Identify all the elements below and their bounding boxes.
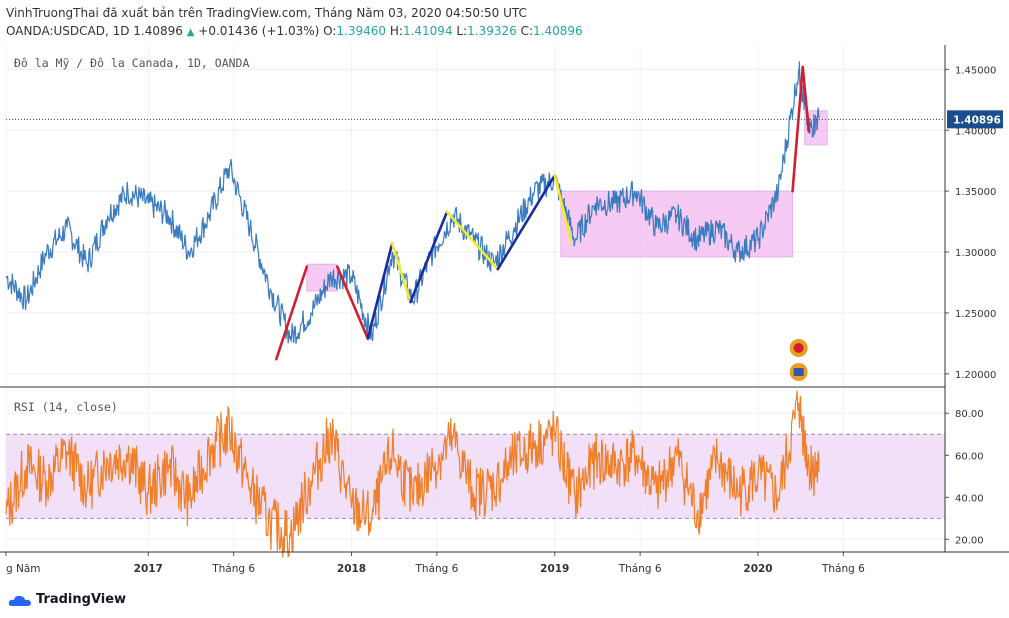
stars-icon: [793, 368, 804, 376]
wave-line-blue: [366, 242, 394, 340]
rsi-tick-label: 60.00: [955, 451, 984, 462]
rsi-line: [5, 390, 820, 559]
rsi-pane-title: RSI (14, close): [14, 400, 118, 414]
zones: [306, 110, 828, 292]
time-tick-label: 2017: [134, 563, 163, 575]
symbol-label: OANDA:USDCAD, 1D: [6, 24, 130, 38]
close-value: 1.40896: [533, 24, 583, 38]
open-label: O:: [323, 24, 337, 38]
price-pane-title: Đô la Mỹ / Đô la Canada, 1D, OANDA: [14, 56, 249, 70]
price-tick-label: 1.20000: [955, 370, 996, 381]
wave-line-blue: [409, 210, 449, 304]
wave-line-blue: [496, 174, 557, 271]
publisher-line: VinhTruongThai đã xuất bản trên TradingV…: [6, 6, 527, 20]
time-tick-label: g Năm: [6, 563, 41, 575]
price-line: [5, 61, 820, 344]
rsi-axis[interactable]: 80.00 60.00 40.00 20.00: [945, 409, 984, 546]
open-value: 1.39460: [336, 24, 387, 38]
maple-leaf-icon: [793, 343, 804, 353]
time-tick-label: Tháng 6: [211, 563, 255, 575]
time-tick-label: 2020: [743, 563, 772, 575]
wave-line-red: [335, 265, 370, 340]
last-price-tag: [947, 110, 1003, 129]
time-tick-label: 2018: [337, 563, 366, 575]
rsi-tick-label: 80.00: [955, 409, 984, 420]
wave-line-yellow: [445, 210, 500, 271]
wave-line-yellow: [553, 174, 573, 243]
tradingview-cloud-icon: [8, 595, 32, 606]
time-tick-label: Tháng 6: [414, 563, 458, 575]
rsi-tick-label: 20.00: [955, 535, 984, 546]
price-axis[interactable]: 1.45000 1.40000 1.35000 1.30000 1.25000 1.200…: [945, 65, 996, 381]
tradingview-logo[interactable]: TradingView: [8, 592, 126, 607]
price-tick-label: 1.30000: [955, 248, 996, 259]
price-tick-label: 1.45000: [955, 65, 996, 76]
price-tick-label: 1.25000: [955, 309, 996, 320]
wave-line-red: [275, 265, 309, 361]
wave-line-yellow: [390, 242, 412, 304]
price-tick-label: 1.35000: [955, 187, 996, 198]
high-label: H:: [389, 24, 403, 38]
low-value: 1.39326: [467, 24, 517, 38]
consolidation-zone: [560, 190, 794, 258]
rsi-tick-label: 40.00: [955, 493, 984, 504]
ohlc-line: OANDA:USDCAD, 1D 1.40896 ▲ +0.01436 (+1.…: [6, 24, 583, 38]
close-label: C:: [520, 24, 534, 38]
brand-name: TradingView: [36, 592, 127, 607]
low-label: L:: [456, 24, 468, 38]
price-change: +0.01436 (+1.03%): [198, 24, 320, 38]
high-value: 1.41094: [402, 24, 453, 38]
chart-canvas[interactable]: 1.45000 1.40000 1.35000 1.30000 1.25000 1.200…: [0, 0, 1009, 590]
time-tick-label: 2019: [540, 563, 569, 575]
last-price-tag-label: 1.40896: [953, 114, 1001, 126]
time-axis[interactable]: g Năm 2017 Tháng 6 2018 Tháng 6 2019 Tháng 6 20…: [5, 552, 865, 575]
price-tick-label: 1.40000: [955, 126, 996, 137]
up-triangle-icon: ▲: [186, 27, 195, 38]
event-flag-icon[interactable]: [789, 339, 808, 381]
wave-line-red: [791, 65, 805, 193]
time-tick-label: Tháng 6: [618, 563, 662, 575]
time-tick-label: Tháng 6: [821, 563, 865, 575]
wave-line-red: [801, 65, 811, 133]
last-price: 1.40896: [133, 24, 183, 38]
wave-lines: [275, 65, 811, 361]
